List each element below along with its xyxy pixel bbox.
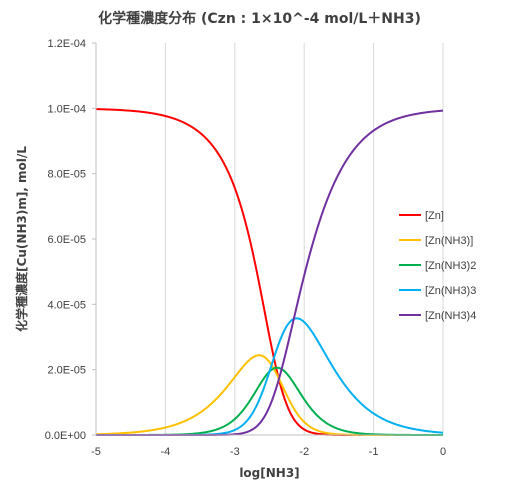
series-line-m2 (96, 366, 443, 436)
y-tick-label: 1.2E-04 (47, 38, 86, 50)
series-lines (95, 108, 444, 436)
chart-title: 化学種濃度分布 (Czn : 1×10^-4 mol/L＋NH3) (98, 11, 421, 27)
y-tick-label: 1.0E-04 (47, 103, 86, 115)
x-tick-label: -4 (161, 446, 171, 458)
x-axis-title: log[NH3] (239, 466, 299, 480)
series-line-m0 (95, 108, 443, 436)
y-tick-label: 8.0E-05 (47, 169, 86, 181)
legend-label: [Zn(NH3)4 (425, 310, 476, 322)
x-tick-labels: -5 -4 -3 -2 -1 0 (91, 446, 446, 458)
x-tick-label: 0 (440, 446, 446, 458)
series-line-m4 (96, 109, 444, 436)
legend-label: [Zn(NH3)] (425, 235, 473, 247)
x-tick-label: -3 (230, 446, 240, 458)
y-tick-label: 4.0E-05 (47, 299, 86, 311)
y-tick-labels: 0.0E+00 2.0E-05 4.0E-05 6.0E-05 8.0E-05 1.0E-… (45, 38, 86, 442)
y-tick-label: 2.0E-05 (47, 365, 86, 377)
legend-label: [Zn(NH3)3 (425, 285, 476, 297)
legend-label: [Zn(NH3)2 (425, 260, 476, 272)
y-axis-title: 化学種濃度[Cu(NH3)m], mol/L (14, 146, 29, 332)
x-tick-label: -2 (299, 446, 309, 458)
y-tick-label: 0.0E+00 (45, 430, 86, 442)
x-tick-label: -1 (369, 446, 379, 458)
axes (92, 42, 443, 436)
legend-label: [Zn] (425, 210, 444, 222)
y-tick-label: 6.0E-05 (47, 234, 86, 246)
x-tick-label: -5 (91, 446, 101, 458)
legend: [Zn] [Zn(NH3)] [Zn(NH3)2 [Zn(NH3)3 [Zn(NH3)4 (399, 210, 476, 322)
gridlines (95, 43, 444, 435)
